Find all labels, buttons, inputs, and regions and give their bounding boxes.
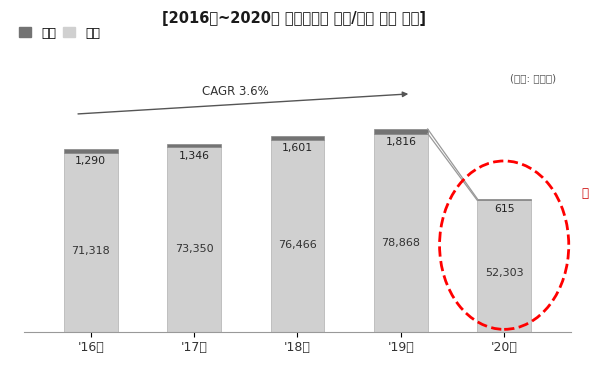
Text: 1,601: 1,601 bbox=[282, 143, 313, 153]
Text: CAGR 3.6%: CAGR 3.6% bbox=[202, 85, 269, 98]
Bar bbox=[167, 147, 221, 332]
Text: 71,318: 71,318 bbox=[71, 246, 110, 256]
Text: 코로나19 영향: 코로나19 영향 bbox=[582, 187, 589, 200]
Text: 1,816: 1,816 bbox=[385, 137, 416, 147]
Bar bbox=[64, 153, 118, 332]
Text: 1,290: 1,290 bbox=[75, 156, 106, 166]
Bar bbox=[270, 136, 325, 139]
Text: 52,303: 52,303 bbox=[485, 268, 524, 277]
Bar bbox=[477, 200, 531, 332]
Text: 615: 615 bbox=[494, 204, 514, 214]
Text: 1,346: 1,346 bbox=[178, 151, 210, 161]
Text: 76,466: 76,466 bbox=[278, 240, 317, 250]
Bar bbox=[167, 144, 221, 147]
Bar bbox=[374, 129, 428, 133]
Bar bbox=[64, 149, 118, 153]
Text: 78,868: 78,868 bbox=[381, 238, 421, 248]
Bar bbox=[374, 133, 428, 332]
Text: (단위: 십억원): (단위: 십억원) bbox=[509, 73, 556, 83]
Legend: 수출, 내수: 수출, 내수 bbox=[19, 27, 100, 40]
Text: 73,350: 73,350 bbox=[175, 244, 213, 254]
Bar bbox=[477, 199, 531, 200]
Bar bbox=[270, 139, 325, 332]
Text: [2016년~2020년 스포츠산업 내수/수출 규모 추이]: [2016년~2020년 스포츠산업 내수/수출 규모 추이] bbox=[163, 11, 426, 26]
